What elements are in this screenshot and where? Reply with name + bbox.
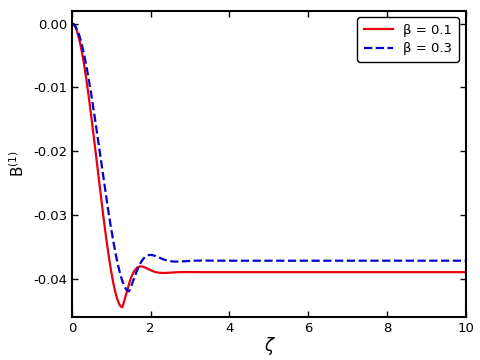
β = 0.3 [237,258,243,263]
β = 0.1 [455,270,461,274]
β = 0.3 [137,261,143,265]
β = 0.1 [120,305,125,309]
β = 0.1 [137,264,143,269]
β = 0.3 [114,258,120,262]
Legend: β = 0.1, β = 0.3: β = 0.1, β = 0.3 [357,17,459,62]
β = 0.3 [69,21,75,26]
β = 0.3 [220,258,226,263]
β = 0.3 [126,289,132,293]
β = 0.1 [413,270,419,274]
X-axis label: ζ: ζ [264,337,273,355]
Line: β = 0.1: β = 0.1 [72,23,466,307]
β = 0.3 [455,258,461,263]
β = 0.3 [463,258,468,263]
Y-axis label: B$^{(1)}$: B$^{(1)}$ [9,150,27,177]
β = 0.1 [114,296,120,300]
Line: β = 0.3: β = 0.3 [72,23,466,291]
β = 0.1 [463,270,468,274]
β = 0.1 [69,21,75,26]
β = 0.3 [413,258,419,263]
β = 0.1 [220,270,226,274]
β = 0.1 [237,270,243,274]
